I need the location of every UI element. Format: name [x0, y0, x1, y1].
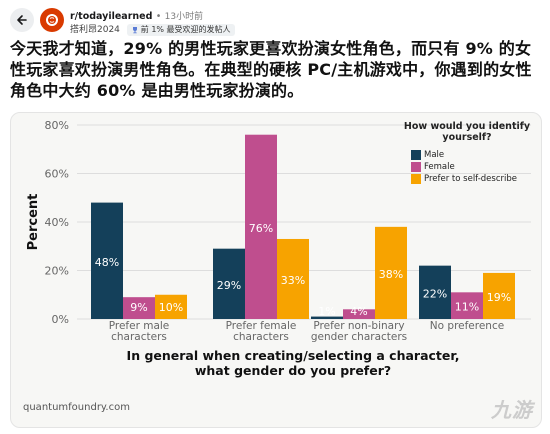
bar	[277, 238, 309, 319]
chart-title-line: In general when creating/selecting a cha…	[127, 348, 460, 363]
subreddit-line: r/todayilearned • 13小时前	[70, 9, 203, 22]
bar	[245, 134, 277, 319]
bar	[311, 316, 343, 319]
legend-label-female: Female	[424, 162, 455, 172]
chart-title-line: what gender do you prefer?	[195, 363, 391, 378]
legend-item-self-describe: Prefer to self-describe	[411, 173, 537, 185]
post-time: 13小时前	[164, 12, 204, 22]
chart-source[interactable]: quantumfoundry.com	[23, 402, 130, 413]
bar-data-label: 29%	[217, 279, 241, 292]
bar-data-label: 19%	[487, 291, 511, 304]
bar	[91, 202, 123, 319]
bar-data-label: 11%	[455, 301, 479, 314]
legend-title-line-2: yourself?	[442, 132, 492, 143]
separator-dot: •	[155, 11, 162, 22]
legend-swatch-male	[411, 150, 421, 160]
x-category-label: Prefer female	[226, 320, 297, 332]
top-poster-badge: 前 1% 最受欢迎的发帖人	[126, 23, 235, 36]
x-category-label: characters	[233, 331, 289, 343]
bar-chart: 0% 20% 40% 60% 80% Percent 48% 29% 1% 22% 9% 76% 4% 1…	[26, 119, 531, 378]
legend-label-male: Male	[424, 150, 445, 160]
bar	[213, 248, 245, 319]
bar	[375, 226, 407, 319]
bar	[123, 297, 155, 319]
subreddit-avatar-icon[interactable]	[40, 8, 64, 32]
legend-swatch-female	[411, 162, 421, 172]
bar-data-label: 4%	[350, 305, 367, 318]
bar-data-label: 22%	[423, 287, 447, 300]
bar-data-label: 33%	[281, 274, 305, 287]
legend-swatch-self-describe	[411, 174, 421, 184]
back-arrow-icon	[17, 15, 27, 25]
bar-data-label: 1%	[318, 305, 335, 318]
bar	[451, 292, 483, 319]
legend-label-self-describe: Prefer to self-describe	[424, 174, 517, 184]
chart-legend: How would you identify yourself? Male Fe…	[397, 121, 537, 185]
subreddit-name[interactable]: r/todayilearned	[70, 11, 153, 22]
x-category-label: gender characters	[311, 331, 407, 343]
post-title[interactable]: 今天我才知道，29% 的男性玩家更喜欢扮演女性角色，而只有 9% 的女性玩家喜欢…	[10, 39, 532, 100]
bar	[483, 272, 515, 319]
chart-card[interactable]: 0% 20% 40% 60% 80% Percent 48% 29% 1% 22% 9% 76% 4% 1…	[10, 112, 542, 428]
y-tick-label: 20%	[45, 265, 69, 278]
x-category-label: characters	[111, 331, 167, 343]
author-name[interactable]: 搭利昂2024	[70, 25, 120, 35]
legend-item-female: Female	[411, 161, 537, 173]
bar-data-label: 9%	[130, 301, 147, 314]
bar-data-label: 76%	[249, 222, 273, 235]
x-category-label: No preference	[430, 320, 504, 332]
author-line: 搭利昂2024 前 1% 最受欢迎的发帖人	[70, 22, 235, 36]
y-tick-label: 60%	[45, 168, 69, 181]
y-tick-label: 80%	[45, 119, 69, 132]
bar-data-label: 48%	[95, 256, 119, 269]
legend-title: How would you identify yourself?	[397, 121, 537, 143]
x-category-label: Prefer non-binary	[313, 320, 404, 332]
legend-title-line-1: How would you identify	[403, 121, 531, 132]
y-tick-label: 0%	[52, 313, 69, 326]
watermark-logo: 九游	[491, 398, 533, 422]
bar	[343, 309, 375, 319]
bar	[155, 294, 187, 319]
y-axis-label: Percent	[26, 194, 41, 251]
back-button[interactable]	[10, 8, 34, 32]
legend-item-male: Male	[411, 149, 537, 161]
badge-label: 前 1% 最受欢迎的发帖人	[140, 25, 231, 34]
bar	[419, 265, 451, 319]
trophy-icon	[132, 26, 137, 33]
x-category-label: Prefer male	[109, 320, 170, 332]
bar-data-label: 10%	[159, 301, 183, 314]
y-tick-label: 40%	[45, 216, 69, 229]
bar-data-label: 38%	[379, 268, 403, 281]
